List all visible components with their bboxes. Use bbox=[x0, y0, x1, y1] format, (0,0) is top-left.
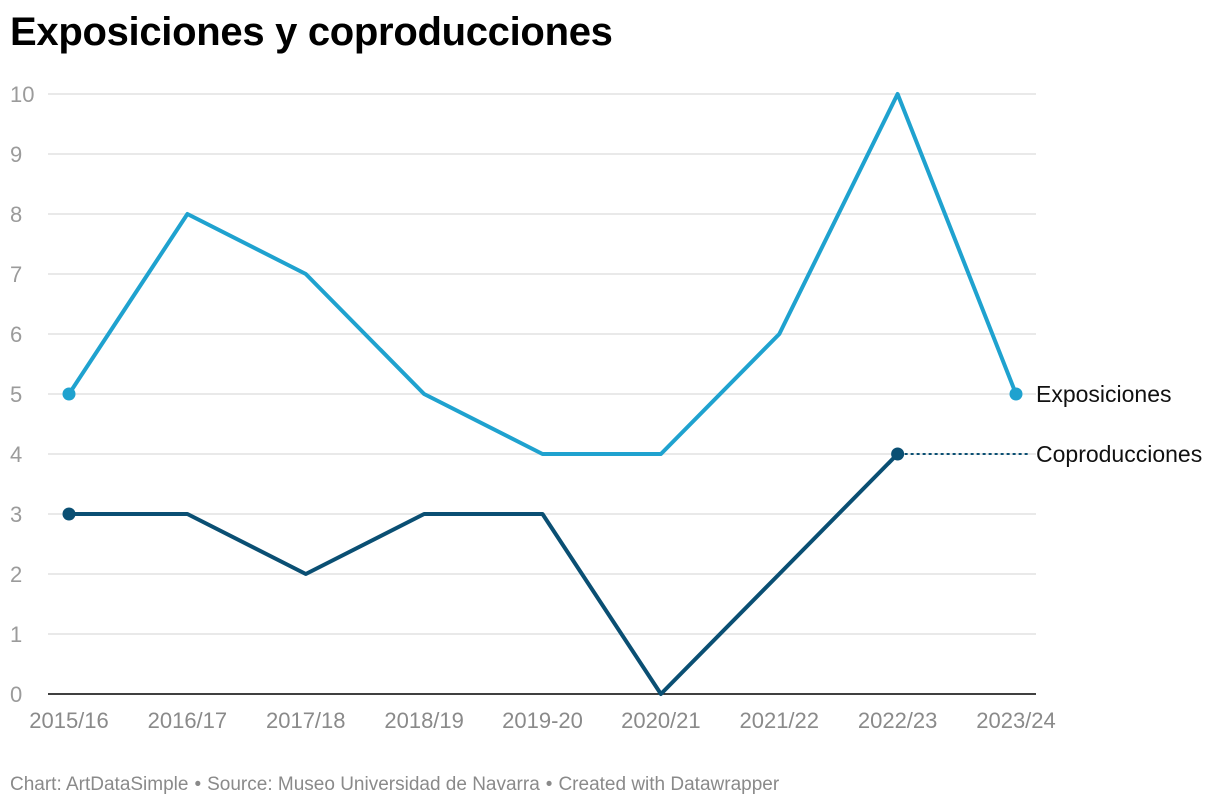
y-tick-label: 9 bbox=[10, 142, 22, 167]
y-tick-label: 10 bbox=[10, 82, 34, 107]
series-start-point bbox=[62, 387, 76, 401]
series-end-point bbox=[1009, 387, 1023, 401]
chart-tool-credit: Created with Datawrapper bbox=[558, 774, 780, 795]
y-tick-label: 4 bbox=[10, 442, 22, 467]
x-tick-label: 2019-20 bbox=[502, 708, 583, 733]
x-tick-label: 2022/23 bbox=[858, 708, 938, 733]
y-tick-label: 1 bbox=[10, 622, 22, 647]
y-tick-label: 5 bbox=[10, 382, 22, 407]
footer-separator: • bbox=[545, 774, 553, 795]
x-tick-label: 2021/22 bbox=[739, 708, 819, 733]
y-tick-label: 6 bbox=[10, 322, 22, 347]
x-tick-label: 2016/17 bbox=[148, 708, 228, 733]
series-start-point bbox=[62, 507, 76, 521]
chart-source: Source: Museo Universidad de Navarra bbox=[207, 774, 540, 795]
x-axis-ticks: 2015/16 2016/17 2017/18 2018/19 2019-20 2020/… bbox=[29, 708, 1056, 733]
line-chart: 0 1 2 3 4 5 6 7 8 9 10 2015/16 2016/17 2017/18 2018/1… bbox=[10, 82, 1202, 733]
series-line-exposiciones bbox=[67, 92, 1018, 456]
footer-separator: • bbox=[194, 774, 202, 795]
series-label: Exposiciones bbox=[1036, 381, 1172, 407]
series-line-coproducciones bbox=[67, 452, 900, 696]
gridlines bbox=[48, 93, 1036, 695]
y-tick-label: 2 bbox=[10, 562, 22, 587]
x-tick-label: 2017/18 bbox=[266, 708, 346, 733]
series-labels: Exposiciones Coproducciones bbox=[904, 381, 1202, 467]
y-axis-ticks: 0 1 2 3 4 5 6 7 8 9 10 bbox=[10, 82, 34, 707]
x-tick-label: 2015/16 bbox=[29, 708, 109, 733]
series-label: Coproducciones bbox=[1036, 441, 1202, 467]
series-end-point bbox=[891, 447, 905, 461]
y-tick-label: 7 bbox=[10, 262, 22, 287]
chart-credit: Chart: ArtDataSimple bbox=[10, 774, 189, 795]
y-tick-label: 0 bbox=[10, 682, 22, 707]
y-tick-label: 3 bbox=[10, 502, 22, 527]
x-tick-label: 2020/21 bbox=[621, 708, 701, 733]
x-tick-label: 2023/24 bbox=[976, 708, 1056, 733]
chart-title: Exposiciones y coproducciones bbox=[10, 10, 613, 54]
y-tick-label: 8 bbox=[10, 202, 22, 227]
series-lines bbox=[62, 92, 1023, 696]
chart-footer: Chart: ArtDataSimple • Source: Museo Unive… bbox=[10, 774, 779, 796]
x-tick-label: 2018/19 bbox=[384, 708, 464, 733]
